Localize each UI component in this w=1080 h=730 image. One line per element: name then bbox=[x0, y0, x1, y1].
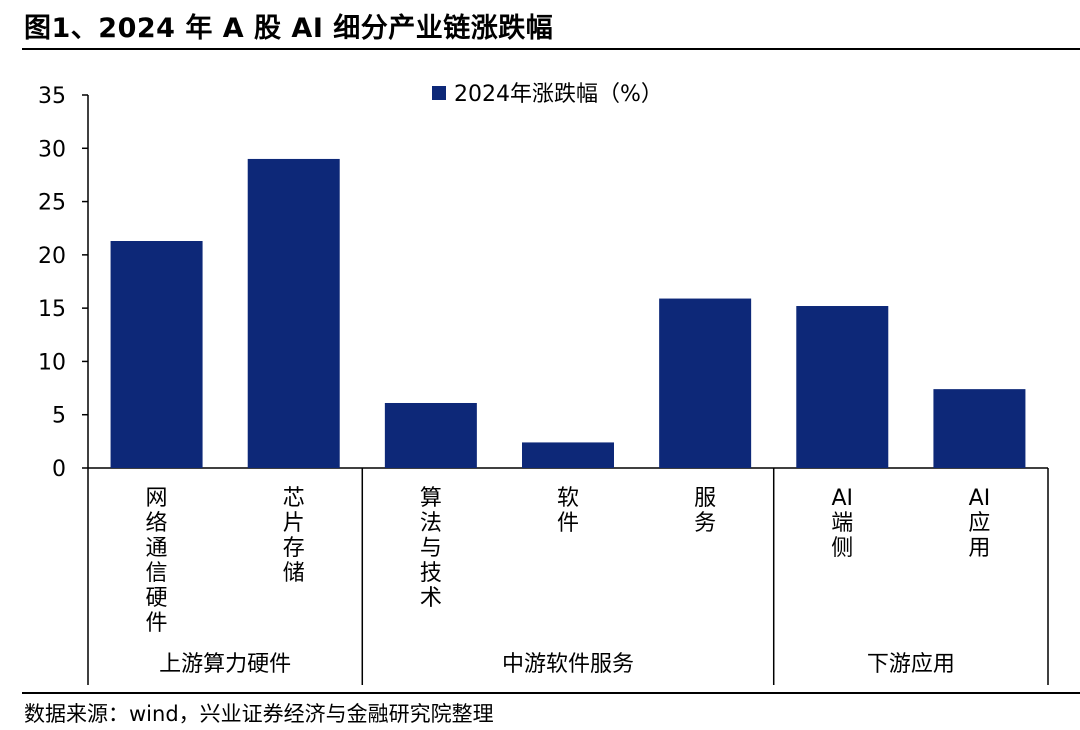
x-category-label: 服务 bbox=[694, 486, 717, 536]
bar-7 bbox=[933, 389, 1026, 468]
title-rule bbox=[22, 48, 1080, 50]
bar-6 bbox=[796, 306, 889, 468]
x-category-label: AI 应用 bbox=[968, 486, 991, 561]
bar-3 bbox=[384, 402, 477, 468]
legend-swatch bbox=[432, 86, 446, 100]
x-category-label: 软件 bbox=[556, 486, 579, 536]
bar-5 bbox=[659, 298, 752, 468]
group-label: 上游算力硬件 bbox=[159, 652, 292, 677]
y-tick-label: 20 bbox=[38, 244, 66, 269]
y-tick-label: 10 bbox=[38, 350, 66, 375]
group-label: 中游软件服务 bbox=[501, 652, 634, 677]
y-tick-label: 30 bbox=[38, 137, 66, 162]
group-label: 下游应用 bbox=[866, 652, 955, 677]
y-tick-label: 15 bbox=[38, 297, 66, 322]
bar-chart: 0 5 10 15 20 25 30 35 2024年涨跌幅（%） bbox=[38, 82, 1049, 685]
y-tick-label: 25 bbox=[38, 191, 66, 216]
bar-1 bbox=[110, 241, 203, 468]
x-category-label: 芯片存储 bbox=[282, 486, 305, 586]
source-note: 数据来源：wind，兴业证券经济与金融研究院整理 bbox=[24, 702, 494, 726]
legend-label: 2024年涨跌幅（%） bbox=[454, 82, 663, 107]
chart-title: 图1、2024 年 A 股 AI 细分产业链涨跌幅 bbox=[24, 13, 554, 44]
x-category-label: AI 端侧 bbox=[831, 486, 854, 561]
bar-4 bbox=[522, 442, 614, 468]
x-category-label: 算法与技术 bbox=[419, 486, 442, 611]
y-tick-label: 35 bbox=[38, 84, 66, 109]
footer-rule bbox=[22, 692, 1080, 694]
y-tick-label: 0 bbox=[52, 457, 66, 482]
x-category-label: 网络通信硬件 bbox=[145, 486, 168, 636]
bar-2 bbox=[247, 158, 340, 468]
y-tick-label: 5 bbox=[52, 404, 66, 429]
